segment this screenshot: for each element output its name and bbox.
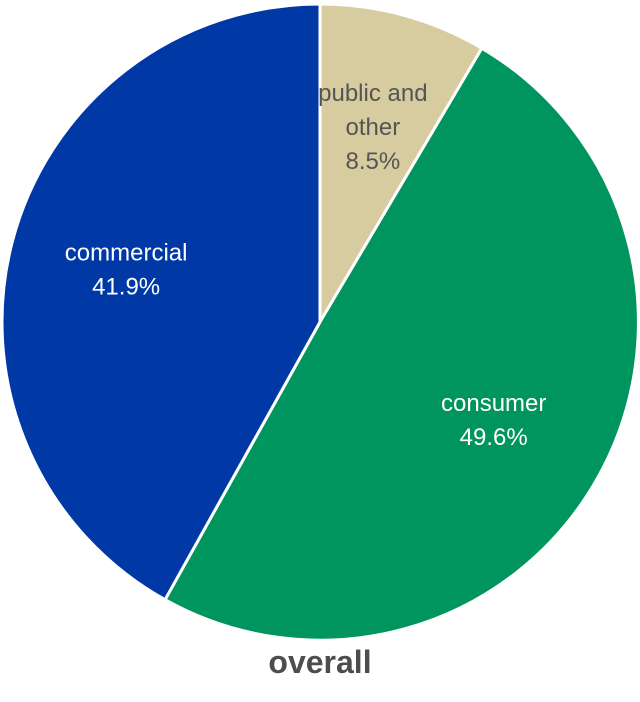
slice-percent-consumer: 49.6% bbox=[460, 424, 528, 451]
slice-name-public-and-other: other bbox=[346, 114, 401, 141]
chart-title: overall bbox=[268, 644, 372, 680]
slice-label-public-and-other: public and other 8.5% bbox=[318, 80, 427, 175]
slice-label-consumer: consumer 49.6% bbox=[441, 390, 546, 451]
pie-slice-consumer bbox=[163, 46, 640, 642]
pie-slice-commercial bbox=[0, 2, 322, 602]
pie-slice-public-and-other bbox=[318, 2, 484, 324]
slice-name-consumer: consumer bbox=[441, 390, 546, 417]
slice-name-commercial: commercial bbox=[65, 240, 188, 267]
slice-name-public-and-other: public and bbox=[318, 80, 427, 107]
slice-percent-public-and-other: 8.5% bbox=[346, 148, 401, 175]
slice-percent-commercial: 41.9% bbox=[92, 274, 160, 301]
slices-layer bbox=[0, 2, 640, 642]
slice-label-commercial: commercial 41.9% bbox=[65, 240, 188, 301]
labels-layer: public and other 8.5% consumer 49.6% commerci… bbox=[65, 80, 547, 451]
